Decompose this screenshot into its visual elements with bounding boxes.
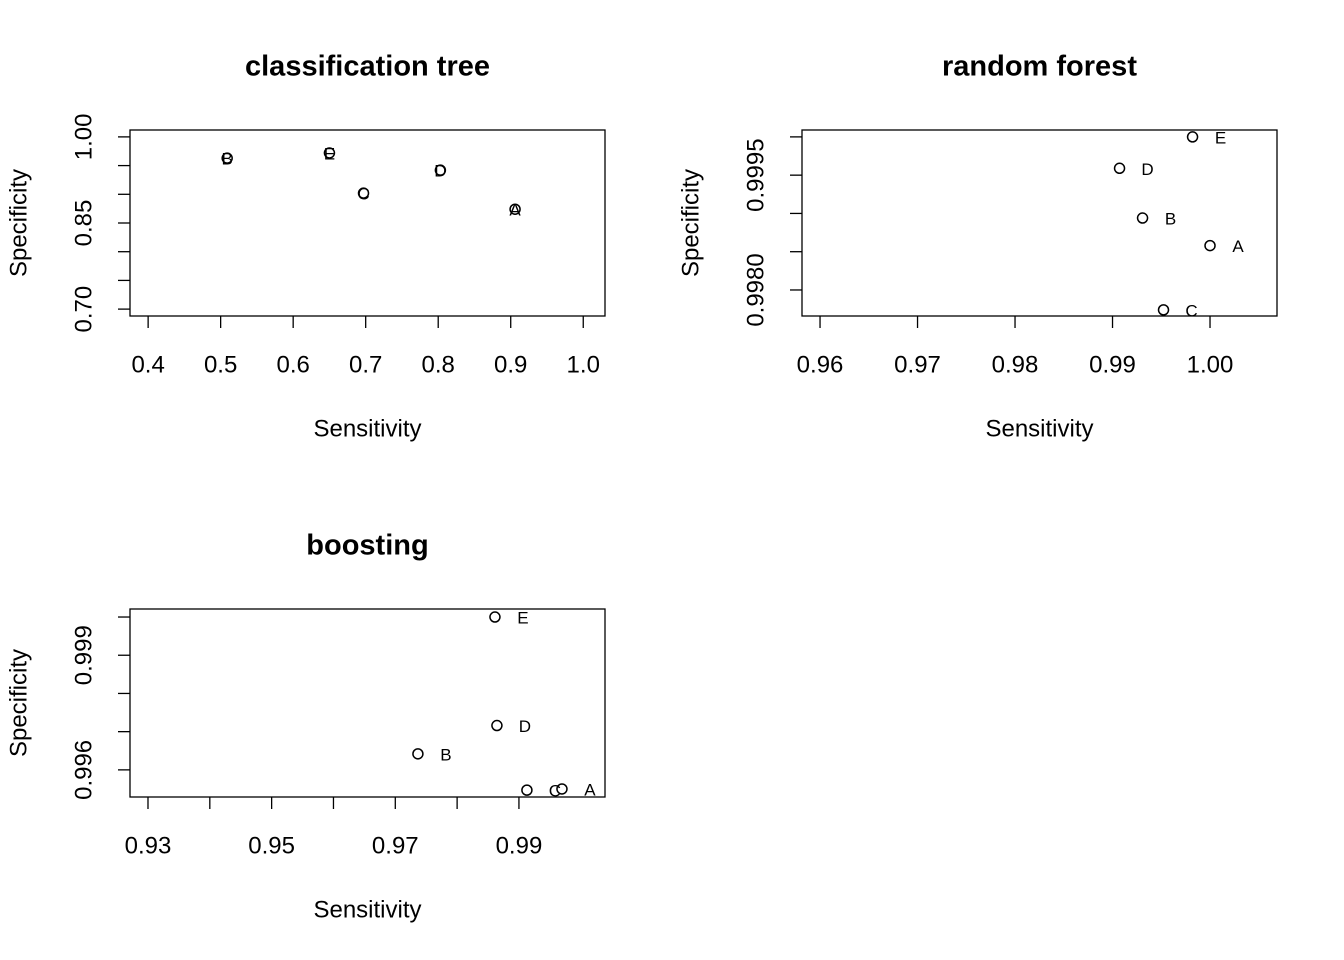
- point: [1186, 131, 1199, 143]
- point: [1204, 239, 1216, 252]
- point: [556, 783, 568, 795]
- point-label: C: [1185, 301, 1197, 320]
- point: [521, 784, 533, 796]
- point-label: B: [1165, 210, 1176, 229]
- x-tick-label: 1.0: [567, 351, 600, 378]
- y-tick-label: 0.996: [70, 740, 97, 800]
- point-label: D: [434, 162, 446, 181]
- point: [489, 611, 501, 623]
- x-tick-label: 0.9: [494, 351, 527, 378]
- chart-title: classification tree: [245, 51, 490, 83]
- plot-box: [801, 129, 1278, 317]
- x-tick-label: 1.00: [1187, 351, 1234, 378]
- y-tick-label: 0.9995: [742, 138, 769, 211]
- y-tick-label: 1.00: [70, 114, 97, 161]
- x-tick-label: 0.7: [349, 351, 382, 378]
- y-axis-title: Specificity: [677, 169, 704, 277]
- y-axis-title: Specificity: [5, 649, 32, 757]
- point-label: D: [1141, 160, 1153, 179]
- point-label: D: [519, 717, 531, 736]
- point-label: A: [1232, 237, 1244, 256]
- x-axis-title: Sensitivity: [985, 415, 1093, 442]
- point: [1157, 304, 1170, 316]
- point: [509, 203, 521, 215]
- point-label: E: [517, 609, 528, 628]
- point-label: B: [222, 150, 233, 169]
- x-tick-label: 0.98: [992, 351, 1039, 378]
- x-tick-label: 0.97: [894, 351, 941, 378]
- x-tick-label: 0.4: [131, 351, 164, 378]
- point: [323, 147, 336, 159]
- x-tick-label: 0.99: [496, 832, 543, 859]
- point: [434, 164, 447, 176]
- point-label: A: [509, 201, 521, 220]
- point-label: C: [549, 782, 561, 801]
- y-tick-label: 0.85: [70, 200, 97, 247]
- y-tick-label: 0.999: [70, 625, 97, 685]
- chart-title: boosting: [306, 530, 428, 562]
- x-tick-label: 0.93: [125, 832, 172, 859]
- point-label: B: [440, 745, 451, 764]
- y-axis-title: Specificity: [5, 169, 32, 277]
- point-label: A: [584, 780, 596, 799]
- x-tick-label: 0.99: [1089, 351, 1136, 378]
- point: [221, 152, 233, 164]
- chart-title: random forest: [942, 51, 1137, 83]
- x-tick-label: 0.95: [248, 832, 295, 859]
- point: [1113, 162, 1126, 175]
- x-axis-title: Sensitivity: [313, 896, 421, 923]
- x-axis-title: Sensitivity: [313, 415, 421, 442]
- x-tick-label: 0.8: [422, 351, 455, 378]
- y-tick-label: 0.70: [70, 286, 97, 333]
- point-label: E: [324, 144, 335, 163]
- point: [357, 187, 370, 199]
- plot-box: [129, 129, 606, 317]
- plot-box: [129, 608, 606, 798]
- point: [1136, 212, 1149, 224]
- point-label: E: [1215, 128, 1226, 147]
- y-tick-label: 0.9980: [742, 253, 769, 326]
- point: [412, 748, 424, 760]
- point-label: C: [357, 185, 369, 204]
- x-tick-label: 0.96: [797, 351, 844, 378]
- x-tick-label: 0.6: [276, 351, 309, 378]
- x-tick-label: 0.5: [204, 351, 237, 378]
- point: [491, 719, 503, 732]
- x-tick-label: 0.97: [372, 832, 419, 859]
